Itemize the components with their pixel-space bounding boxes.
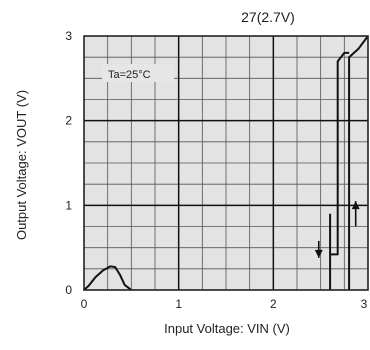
annotation-background (102, 64, 174, 82)
x-tick-label: 3 (361, 297, 368, 311)
y-axis-label: Output Voltage: VOUT (V) (14, 90, 29, 240)
x-axis-label: Input Voltage: VIN (V) (164, 321, 290, 336)
x-tick-label: 1 (175, 297, 182, 311)
y-tick-label: 1 (65, 198, 72, 212)
tick-labels: 0 1 2 3 0 1 2 3 (65, 29, 367, 311)
x-tick-label: 0 (81, 297, 88, 311)
chart-title: 27(2.7V) (241, 9, 295, 25)
y-tick-label: 2 (65, 114, 72, 128)
series-line (330, 51, 350, 256)
series-line (348, 35, 369, 290)
x-tick-label: 2 (270, 297, 277, 311)
y-tick-label: 0 (65, 283, 72, 297)
arrow-down-icon (314, 249, 323, 258)
series-line (83, 265, 132, 291)
arrow-up-icon (351, 201, 360, 210)
temperature-annotation: Ta=25°C (108, 69, 151, 81)
plot-frame (83, 35, 369, 291)
plot-lines (83, 35, 369, 291)
y-tick-label: 3 (65, 29, 72, 43)
